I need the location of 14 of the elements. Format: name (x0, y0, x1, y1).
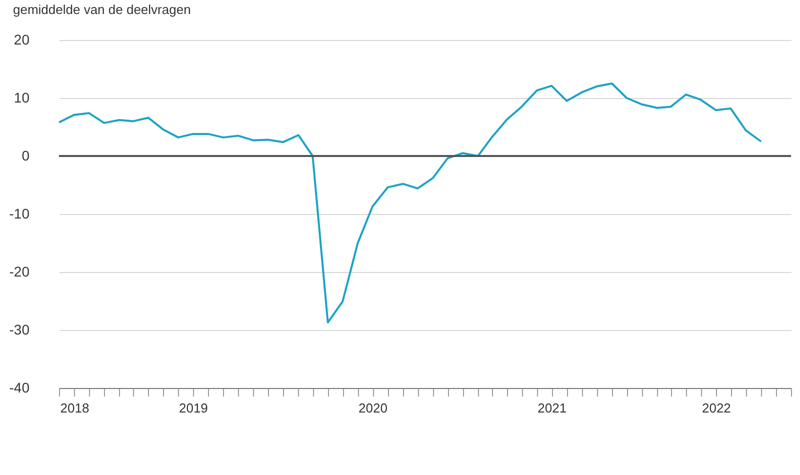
x-tick-label: 2018 (60, 400, 90, 416)
x-tick-label: 2019 (178, 400, 208, 416)
y-tick-label: -20 (9, 264, 30, 280)
x-tick-label: 2021 (538, 400, 567, 416)
y-tick-label: -10 (9, 206, 30, 222)
y-tick-label: 10 (14, 90, 30, 106)
line-series (58, 82, 762, 324)
chart-title: gemiddelde van de deelvragen (13, 2, 191, 17)
y-tick-label: -40 (9, 380, 30, 396)
y-tick-label: 20 (14, 32, 30, 48)
y-tick-label: 0 (22, 148, 30, 164)
y-tick-label: -30 (9, 322, 30, 338)
x-tick-label: 2022 (702, 400, 731, 416)
x-tick-label: 2020 (358, 400, 388, 416)
